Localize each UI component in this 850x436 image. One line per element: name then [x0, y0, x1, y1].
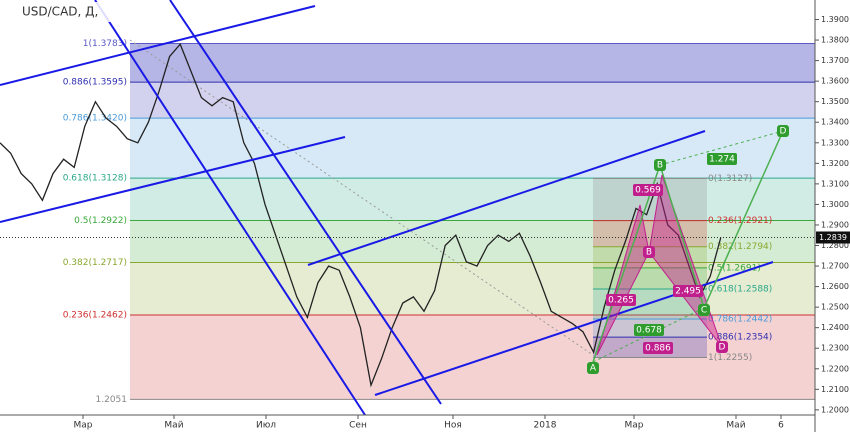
y-tick-label: 1.2900: [821, 220, 849, 229]
pattern-point-box: [587, 362, 599, 374]
pattern-point-label: D: [780, 127, 787, 137]
trend-lines: [0, 0, 774, 416]
ratio-box: [643, 342, 673, 354]
y-tick-label: 1.2000: [821, 405, 849, 414]
last-price-box: [816, 231, 850, 244]
ratio-label: 0.265: [608, 296, 634, 306]
pattern-path: [592, 130, 784, 363]
ratio-box: [634, 324, 664, 336]
chart-title: USD/CAD, Д,: [22, 5, 98, 19]
fib-label: 0.618(1.2588): [708, 285, 772, 295]
y-tick-label: 1.2100: [821, 385, 849, 394]
pattern-point-box: [643, 246, 655, 258]
ratio-box: [606, 294, 636, 306]
y-tick-label: 1.2200: [821, 364, 849, 373]
pattern-point-label: B: [646, 248, 652, 258]
ratio-label: 0.886: [645, 344, 671, 354]
x-tick-label: Ноя: [444, 421, 462, 431]
channel-line: [374, 261, 774, 396]
y-tick-label: 1.2300: [821, 344, 849, 353]
fib-label: 0.382(1.2794): [708, 242, 772, 252]
fib-band: [593, 267, 707, 290]
channel-line: [169, 0, 442, 405]
ratio-label: 0.569: [635, 186, 661, 196]
channel-line: [0, 5, 316, 86]
fib-band: [130, 178, 815, 221]
y-tick-label: 1.2800: [821, 241, 849, 250]
y-tick-label: 1.3000: [821, 200, 849, 209]
pattern-point-label: C: [701, 306, 707, 316]
fib-label: 1(1.2255): [708, 353, 752, 363]
last-price-label: 1.2839: [819, 233, 847, 242]
price-layer: [0, 42, 722, 388]
pattern-point-box: [698, 304, 710, 316]
fib-label: 0.786(1.2442): [708, 315, 772, 325]
y-tick-label: 1.2400: [821, 323, 849, 332]
pattern-point-label: B: [657, 161, 663, 171]
fib-label: 0.236(1.2462): [63, 310, 127, 320]
title-bg: [0, 2, 130, 22]
y-tick-label: 1.3200: [821, 159, 849, 168]
ratio-label: 1.274: [709, 155, 735, 165]
fib-bands: 1(1.3783) 0.886(1.3595) 0.786(1.3420) 0.618…: [63, 39, 815, 405]
x-tick-label: Май: [726, 421, 745, 431]
y-tick-label: 1.2500: [821, 303, 849, 312]
y-tick-label: 1.3900: [821, 15, 849, 24]
price-line: [0, 42, 722, 388]
fib-label: 0.618(1.3128): [63, 174, 127, 184]
y-tick-label: 1.3800: [821, 36, 849, 45]
ratio-box: [707, 153, 737, 165]
y-tick-label: 1.3400: [821, 118, 849, 127]
fib-label: 1.2051: [96, 395, 128, 405]
channel-line: [307, 130, 706, 266]
y-tick-label: 1.2600: [821, 282, 849, 291]
ratio-label: 0.678: [636, 326, 662, 336]
pattern-point-box: [654, 159, 666, 171]
x-tick-label: Сен: [349, 421, 367, 431]
channel-line: [94, 0, 366, 416]
fib-band: [130, 43, 815, 83]
fib-label: 0.382(1.2717): [63, 258, 127, 268]
y-tick-label: 1.2700: [821, 262, 849, 271]
x-tick-label: Май: [164, 421, 183, 431]
y-tick-label: 1.3600: [821, 77, 849, 86]
axes: 1.3900 1.3800 1.3700 1.3600 1.3500 1.3400 1.33…: [0, 15, 850, 431]
ratio-label: 2.495: [675, 287, 701, 297]
channel-line: [0, 136, 346, 223]
ratio-box: [633, 184, 663, 196]
fib-label: 0.886(1.3595): [63, 78, 127, 88]
pattern-point-box: [716, 341, 728, 353]
fib-band: [130, 82, 815, 119]
y-tick-label: 1.3100: [821, 179, 849, 188]
fib-label: 0.786(1.3420): [63, 114, 127, 124]
fib-label: 0.236(1.2921): [708, 216, 772, 226]
fib-band: [130, 118, 815, 179]
x-tick-label: Июл: [256, 421, 276, 431]
x-tick-label: Мар: [625, 421, 644, 431]
y-tick-label: 1.3500: [821, 97, 849, 106]
y-tick-label: 1.3700: [821, 56, 849, 65]
fib-trend: [129, 39, 594, 356]
fib-label: 0.886(1.2354): [708, 333, 772, 343]
pattern-point-label: A: [590, 364, 597, 374]
fib-label: 0.5(1.2691): [708, 263, 761, 273]
x-tick-label: 6: [778, 421, 784, 431]
pattern-point-label: D: [719, 343, 726, 353]
annotations: A B C D B D 0.569 1.274 0.678 2.495 0.886 0.265: [587, 125, 789, 374]
x-tick-label: 2018: [534, 421, 557, 431]
price-axis: [815, 0, 850, 432]
fib-label: 0.5(1.2922): [74, 216, 127, 226]
fib-label: 1(1.3783): [83, 39, 127, 49]
fib-label: 0(1.3127): [708, 174, 752, 184]
pattern-point-box: [777, 125, 789, 137]
fib-band: [593, 220, 707, 247]
y-tick-label: 1.3300: [821, 138, 849, 147]
ratio-box: [673, 285, 703, 297]
x-tick-label: Мар: [74, 421, 93, 431]
